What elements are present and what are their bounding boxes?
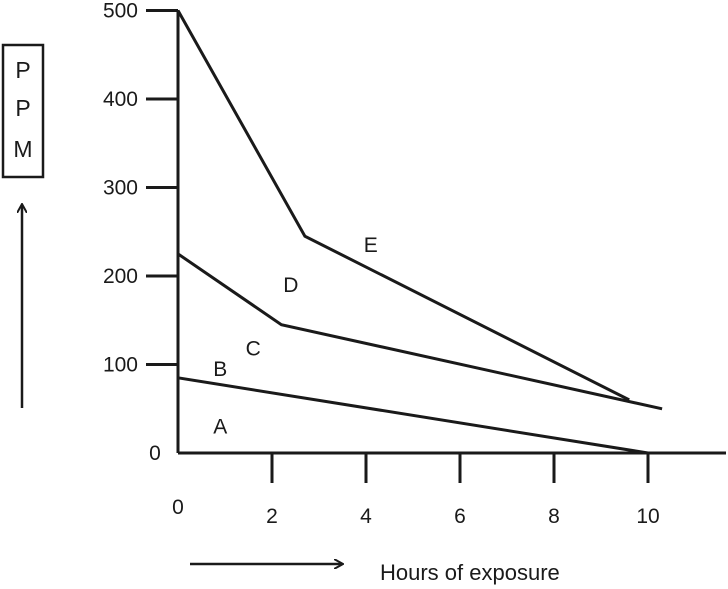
x-tick-label: 8	[548, 505, 560, 528]
series-line-2	[177, 252, 663, 411]
region-label-a: A	[213, 415, 227, 438]
region-label-b: B	[213, 358, 227, 381]
series-layer	[176, 9, 663, 455]
y-tick-label: 500	[103, 0, 138, 23]
y-tick-label: 300	[103, 177, 138, 200]
ylabel-letter: P	[15, 57, 30, 83]
region-labels-layer: A BC D E	[213, 234, 377, 438]
ticks-layer: 0 100 200 300 400 500 0 2 4 6 8 10	[103, 0, 660, 528]
ylabel-letter: M	[13, 136, 32, 162]
series-line-1	[177, 376, 649, 455]
x-tick-label: 0	[172, 496, 184, 519]
y-tick-label: 200	[103, 265, 138, 288]
region-label-c: C	[246, 338, 261, 361]
y-tick-label: 0	[149, 442, 161, 465]
y-tick-label: 100	[103, 354, 138, 377]
region-label-d: D	[283, 274, 298, 297]
y-tick-label: 400	[103, 88, 138, 111]
x-tick-label: 4	[360, 505, 372, 528]
x-tick-label: 6	[454, 505, 466, 528]
region-label-e: E	[364, 234, 378, 257]
x-axis-title: Hours of exposure	[380, 560, 560, 585]
x-tick-label: 2	[266, 505, 278, 528]
ylabel-letter: P	[15, 95, 30, 121]
series-line-3	[176, 9, 630, 402]
x-tick-label: 10	[636, 505, 659, 528]
ylabel-box	[1, 43, 45, 179]
